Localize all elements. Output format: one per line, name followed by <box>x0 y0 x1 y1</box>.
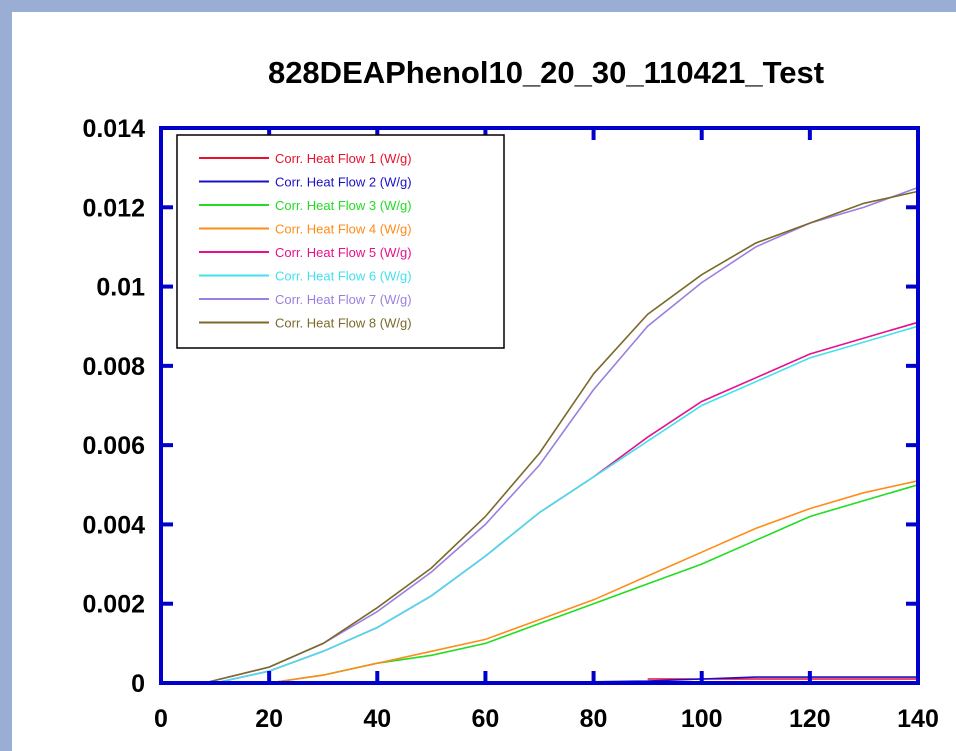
y-tick-label: 0.002 <box>82 591 145 619</box>
legend: Corr. Heat Flow 1 (W/g) Corr. Heat Flow 2… <box>176 134 505 349</box>
legend-label-7: Corr. Heat Flow 7 (W/g) <box>275 292 412 307</box>
legend-label-3: Corr. Heat Flow 3 (W/g) <box>275 198 412 213</box>
x-tick-label: 40 <box>363 705 391 733</box>
chart-title: 828DEAPhenol10_20_30_110421_Test <box>268 55 824 90</box>
series-line-5 <box>214 321 919 684</box>
legend-label-4: Corr. Heat Flow 4 (W/g) <box>275 222 412 237</box>
y-tick-label: 0.01 <box>96 274 145 302</box>
series-line-6 <box>214 325 919 684</box>
y-tick-label: 0.006 <box>82 432 145 460</box>
x-tick-label: 140 <box>897 705 939 733</box>
y-tick-label: 0.004 <box>82 511 145 539</box>
x-tick-label: 120 <box>789 705 831 733</box>
y-tick-label: 0.012 <box>82 194 145 222</box>
y-tick-label: 0.008 <box>82 353 145 381</box>
x-tick-label: 100 <box>681 705 723 733</box>
x-tick-label: 0 <box>154 705 168 733</box>
chart-frame: 828DEAPhenol10_20_30_110421_Test 0 20 40 60… <box>12 12 956 751</box>
legend-label-2: Corr. Heat Flow 2 (W/g) <box>275 175 412 190</box>
series-line-3 <box>268 484 919 684</box>
x-tick-label: 20 <box>255 705 283 733</box>
axis-tick-labels: 0 20 40 60 80 100 120 140 0 0.002 0.004 0.006 0.008 0… <box>82 115 938 733</box>
series-line-8 <box>204 190 919 684</box>
x-tick-label: 60 <box>472 705 500 733</box>
plot-area-border <box>159 126 920 685</box>
legend-label-8: Corr. Heat Flow 8 (W/g) <box>275 316 412 331</box>
line-chart: 828DEAPhenol10_20_30_110421_Test 0 20 40 60… <box>82 55 938 733</box>
legend-label-1: Corr. Heat Flow 1 (W/g) <box>275 151 412 166</box>
series-layer <box>204 186 919 684</box>
legend-label-5: Corr. Heat Flow 5 (W/g) <box>275 245 412 260</box>
series-line-4 <box>268 480 919 684</box>
x-tick-label: 80 <box>580 705 608 733</box>
legend-box <box>176 134 505 349</box>
y-tick-label: 0 <box>131 670 145 698</box>
y-tick-label: 0.014 <box>82 115 145 143</box>
legend-label-6: Corr. Heat Flow 6 (W/g) <box>275 269 412 284</box>
